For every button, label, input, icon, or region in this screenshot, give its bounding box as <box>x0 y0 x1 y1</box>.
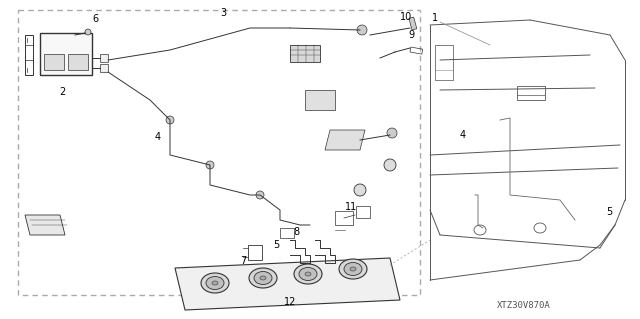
Text: 2: 2 <box>59 87 65 97</box>
Bar <box>100 64 108 72</box>
Text: 9: 9 <box>408 30 414 40</box>
Bar <box>409 17 417 30</box>
Ellipse shape <box>339 259 367 279</box>
Circle shape <box>85 29 91 35</box>
Bar <box>435 45 453 80</box>
Bar <box>335 211 353 225</box>
Text: 3: 3 <box>220 8 226 18</box>
Text: 5: 5 <box>606 207 612 217</box>
Circle shape <box>357 25 367 35</box>
Circle shape <box>354 184 366 196</box>
Ellipse shape <box>212 281 218 285</box>
Ellipse shape <box>254 271 272 285</box>
Text: 8: 8 <box>293 227 299 237</box>
Bar <box>280 228 294 238</box>
Text: 1: 1 <box>432 13 438 23</box>
Polygon shape <box>25 215 65 235</box>
Ellipse shape <box>305 272 311 276</box>
Bar <box>410 47 422 54</box>
Text: XTZ30V870A: XTZ30V870A <box>497 301 551 310</box>
Polygon shape <box>290 45 320 62</box>
Ellipse shape <box>201 273 229 293</box>
Ellipse shape <box>249 268 277 288</box>
Ellipse shape <box>260 276 266 280</box>
Text: 6: 6 <box>92 14 98 24</box>
Polygon shape <box>325 130 365 150</box>
Text: 4: 4 <box>460 130 466 140</box>
Bar <box>435 70 453 80</box>
FancyBboxPatch shape <box>40 33 92 75</box>
Text: 12: 12 <box>284 297 296 307</box>
Text: 5: 5 <box>273 240 279 250</box>
Bar <box>517 86 545 100</box>
Circle shape <box>256 191 264 199</box>
Circle shape <box>387 128 397 138</box>
Ellipse shape <box>299 268 317 280</box>
Ellipse shape <box>206 277 224 290</box>
Circle shape <box>206 161 214 169</box>
Circle shape <box>166 116 174 124</box>
Text: 7: 7 <box>240 256 246 266</box>
Text: 4: 4 <box>155 132 161 142</box>
Ellipse shape <box>344 263 362 276</box>
Bar <box>68 54 88 70</box>
Ellipse shape <box>294 264 322 284</box>
Text: 11: 11 <box>345 202 357 212</box>
Text: 10: 10 <box>400 12 412 22</box>
Bar <box>100 54 108 62</box>
Polygon shape <box>175 258 400 310</box>
Bar <box>44 54 64 70</box>
Polygon shape <box>305 90 335 110</box>
Ellipse shape <box>350 267 356 271</box>
Circle shape <box>384 159 396 171</box>
Bar <box>356 206 370 218</box>
